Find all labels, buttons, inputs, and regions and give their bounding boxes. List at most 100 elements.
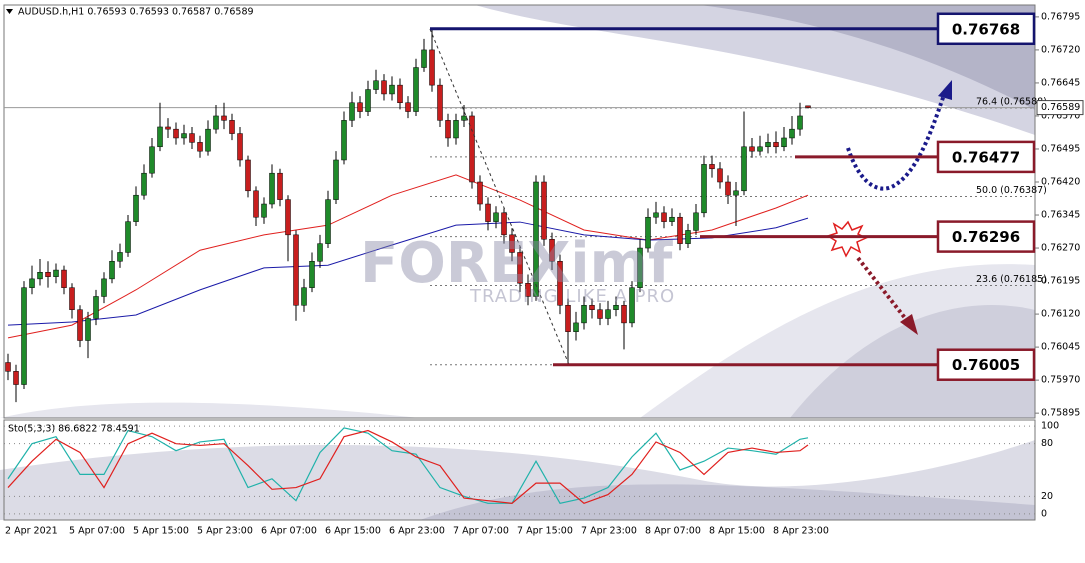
candle-body <box>53 269 59 277</box>
candle-body <box>413 67 419 112</box>
candle-body <box>805 105 811 108</box>
x-tick-label: 2 Apr 2021 <box>5 526 58 537</box>
candle-body <box>733 190 739 196</box>
band <box>0 402 420 418</box>
candle-body <box>325 199 331 244</box>
candle-body <box>373 80 379 90</box>
stoch-frame <box>3 419 1036 521</box>
level-box <box>936 12 1036 46</box>
candle-body <box>749 146 755 152</box>
candle-body <box>581 305 587 324</box>
y-tick-label: 0.76270 <box>1041 243 1080 254</box>
candle-body <box>293 234 299 306</box>
x-tick-label: 7 Apr 23:00 <box>581 526 637 537</box>
y-tick-label: 100 <box>1041 421 1059 432</box>
candle-body <box>709 164 715 170</box>
price-box <box>1036 100 1084 116</box>
candle-body <box>629 287 635 324</box>
candle-body <box>469 115 475 183</box>
candle-body <box>573 322 579 332</box>
stoch-header: Sto(5,3,3) 86.6822 78.4591 <box>8 424 140 435</box>
candle-body <box>661 212 667 222</box>
candle-body <box>429 49 435 86</box>
candle-body <box>285 199 291 236</box>
candle-body <box>669 216 675 222</box>
candle-body <box>701 164 707 214</box>
candle-body <box>213 115 219 130</box>
candle-body <box>141 172 147 196</box>
candle-body <box>229 120 235 134</box>
y-tick-label: 20 <box>1041 491 1053 502</box>
candle-body <box>757 146 763 152</box>
candle-body <box>125 221 131 253</box>
y-tick-label: 0.76420 <box>1041 177 1080 188</box>
x-tick-label: 7 Apr 07:00 <box>453 526 509 537</box>
band <box>790 304 1035 418</box>
y-tick-label: 0.75895 <box>1041 408 1080 419</box>
candle-body <box>725 181 731 196</box>
candle-body <box>549 238 555 262</box>
candle-body <box>165 126 171 130</box>
moving-average <box>7 217 809 326</box>
candle-body <box>317 243 323 262</box>
candle-body <box>765 142 771 148</box>
candle-body <box>269 172 275 205</box>
candle-body <box>157 126 163 148</box>
candle-body <box>485 203 491 222</box>
candle-body <box>101 278 107 297</box>
candle-body <box>493 212 499 222</box>
candle-body <box>61 269 67 288</box>
candle-body <box>21 287 27 385</box>
candle-body <box>77 309 83 341</box>
candle-body <box>653 212 659 218</box>
candle-body <box>589 305 595 310</box>
down-arrow <box>856 256 907 320</box>
candle-body <box>613 305 619 310</box>
candle-body <box>37 272 43 280</box>
candle-body <box>333 159 339 200</box>
stoch-line <box>7 427 809 505</box>
y-tick-label: 0.76570 <box>1041 110 1080 121</box>
candle-body <box>693 212 699 231</box>
candle-body <box>525 283 531 297</box>
candle-body <box>405 102 411 112</box>
candle-body <box>397 84 403 103</box>
candle-body <box>605 309 611 319</box>
candle-body <box>477 181 483 205</box>
candle-body <box>341 120 347 161</box>
fib-diagonal <box>429 28 571 368</box>
level-label: 0.76005 <box>952 356 1020 374</box>
candle-body <box>461 115 467 121</box>
x-tick-label: 5 Apr 23:00 <box>197 526 253 537</box>
x-tick-label: 6 Apr 07:00 <box>261 526 317 537</box>
up-arrow-head <box>938 80 952 100</box>
level-label: 0.76768 <box>952 20 1020 38</box>
level-box <box>936 220 1036 253</box>
candle-body <box>133 194 139 222</box>
candle-body <box>205 128 211 152</box>
x-tick-label: 8 Apr 15:00 <box>709 526 765 537</box>
y-tick-label: 0.76720 <box>1041 44 1080 55</box>
x-tick-label: 8 Apr 07:00 <box>645 526 701 537</box>
candle-body <box>597 309 603 319</box>
fib-label: 50.0 (0.76387) <box>976 185 1047 196</box>
candle-body <box>253 190 259 218</box>
candle-body <box>277 172 283 200</box>
candle-body <box>69 287 75 310</box>
level-label: 0.76296 <box>952 228 1020 246</box>
candle-body <box>261 203 267 218</box>
candle-body <box>501 212 507 236</box>
down-arrow-head <box>900 314 918 335</box>
candle-body <box>541 181 547 240</box>
candle-body <box>237 133 243 161</box>
candle-body <box>381 80 387 95</box>
candle-body <box>781 137 787 148</box>
candle-body <box>509 234 515 253</box>
candle-body <box>45 272 51 277</box>
candle-body <box>685 230 691 244</box>
y-tick-label: 0.75970 <box>1041 375 1080 386</box>
band <box>420 484 1035 520</box>
level-box <box>936 348 1036 381</box>
